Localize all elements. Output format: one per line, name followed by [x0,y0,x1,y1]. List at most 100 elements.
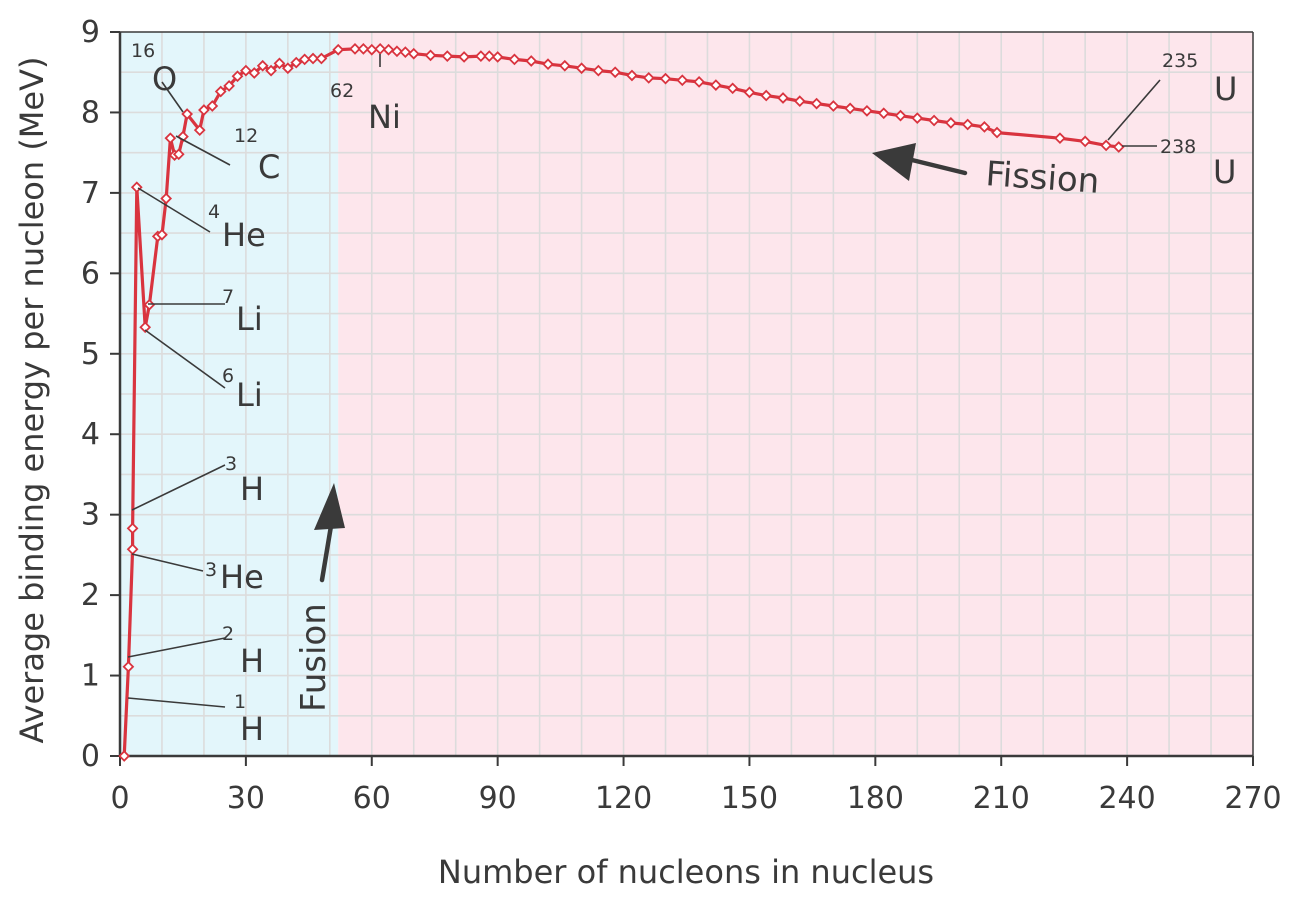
annotation-mass-number: 7 [222,286,234,308]
data-point [256,59,269,72]
data-point [861,104,873,117]
x-axis-title: Number of nucleons in nucleus [438,853,934,891]
annotation-element-symbol: Li [236,300,263,338]
data-point [156,228,168,241]
annotation-element-symbol: Li [236,376,263,414]
data-point [365,43,378,56]
annotation-leader-line [127,697,226,708]
axes-layer [118,31,1254,758]
data-point [193,124,206,137]
y-tick-label: 0 [81,739,100,774]
data-point [525,55,538,67]
x-tick-label: 120 [595,781,652,816]
fission-label: Fission [984,154,1100,202]
fusion-arrow-head [314,483,345,530]
x-tick-label: 180 [847,781,904,816]
data-point [164,132,177,145]
data-point [961,118,974,131]
data-point [827,100,840,112]
data-point [743,86,756,99]
fusion-arrow-shaft [319,517,335,583]
x-tick-label: 240 [1098,781,1155,816]
data-point [206,100,219,112]
data-point [231,70,244,83]
data-point [1054,132,1066,145]
data-point [760,89,773,102]
x-tick-label: 90 [479,781,517,816]
data-point [642,71,655,84]
y-axis-title: Average binding energy per nucleon (MeV) [13,57,51,744]
x-tick-label: 0 [110,781,129,816]
y-tick-label: 1 [81,659,100,694]
annotation-leader-line [144,329,226,389]
data-point [1100,139,1113,152]
data-point [944,117,957,129]
data-point [726,82,739,95]
data-point [877,107,890,120]
x-tick-label: 210 [973,781,1030,816]
data-point [298,53,311,66]
annotation-leader-line [161,81,184,113]
data-point [181,108,194,120]
y-tick-label: 3 [81,498,100,533]
annotation-leader-line [137,187,211,233]
annotation-leader-line [131,553,204,572]
data-point [475,50,487,63]
x-tick-label: 60 [353,781,391,816]
data-point [126,522,139,535]
annotation-mass-number: 6 [222,365,234,387]
data-point [315,52,328,65]
annotation-mass-number: 3 [205,559,217,581]
data-point [978,121,991,133]
data-point [265,64,277,77]
data-point [793,95,806,108]
y-tick-label: 4 [81,417,100,452]
data-point [248,67,261,79]
data-point [592,64,605,77]
y-tick-label: 6 [81,256,100,291]
annotation-mass-number: 16 [131,40,155,62]
annotation-element-symbol: U [1213,153,1236,191]
annotation-mass-number: 1 [234,691,246,713]
x-tick-label: 150 [721,781,778,816]
data-point [542,58,554,71]
annotation-leader-line [175,135,231,166]
annotation-mass-number: 62 [330,80,354,102]
data-point [357,43,370,55]
annotation-mass-number: 2 [222,623,234,645]
data-point [349,43,361,55]
annotation-leader-line [1107,79,1161,141]
data-point [991,126,1003,139]
data-point [710,79,722,91]
data-point [894,109,907,122]
y-tick-label: 5 [81,337,100,372]
data-point [609,66,622,79]
annotation-leader-line [127,637,226,658]
data-point [198,104,210,116]
x-tick-label: 30 [227,781,265,816]
data-point [659,72,672,85]
annotation-mass-number: 238 [1160,136,1196,158]
data-point [399,46,412,58]
data-point [223,80,235,92]
data-point [214,85,227,98]
data-point [676,74,689,87]
annotation-mass-number: 235 [1162,50,1198,72]
annotation-mass-number: 3 [225,453,237,475]
annotation-element-symbol: H [240,642,264,680]
series-layer [118,43,1125,762]
data-point [281,62,294,75]
data-point [928,114,940,127]
x-tick-label: 270 [1224,781,1281,816]
annotation-mass-number: 12 [234,125,258,147]
data-point [693,76,705,88]
fission-arrow-head [872,143,916,181]
data-point [382,43,395,56]
data-point [483,50,496,63]
annotation-element-symbol: H [240,470,264,508]
annotation-element-symbol: H [240,710,264,748]
